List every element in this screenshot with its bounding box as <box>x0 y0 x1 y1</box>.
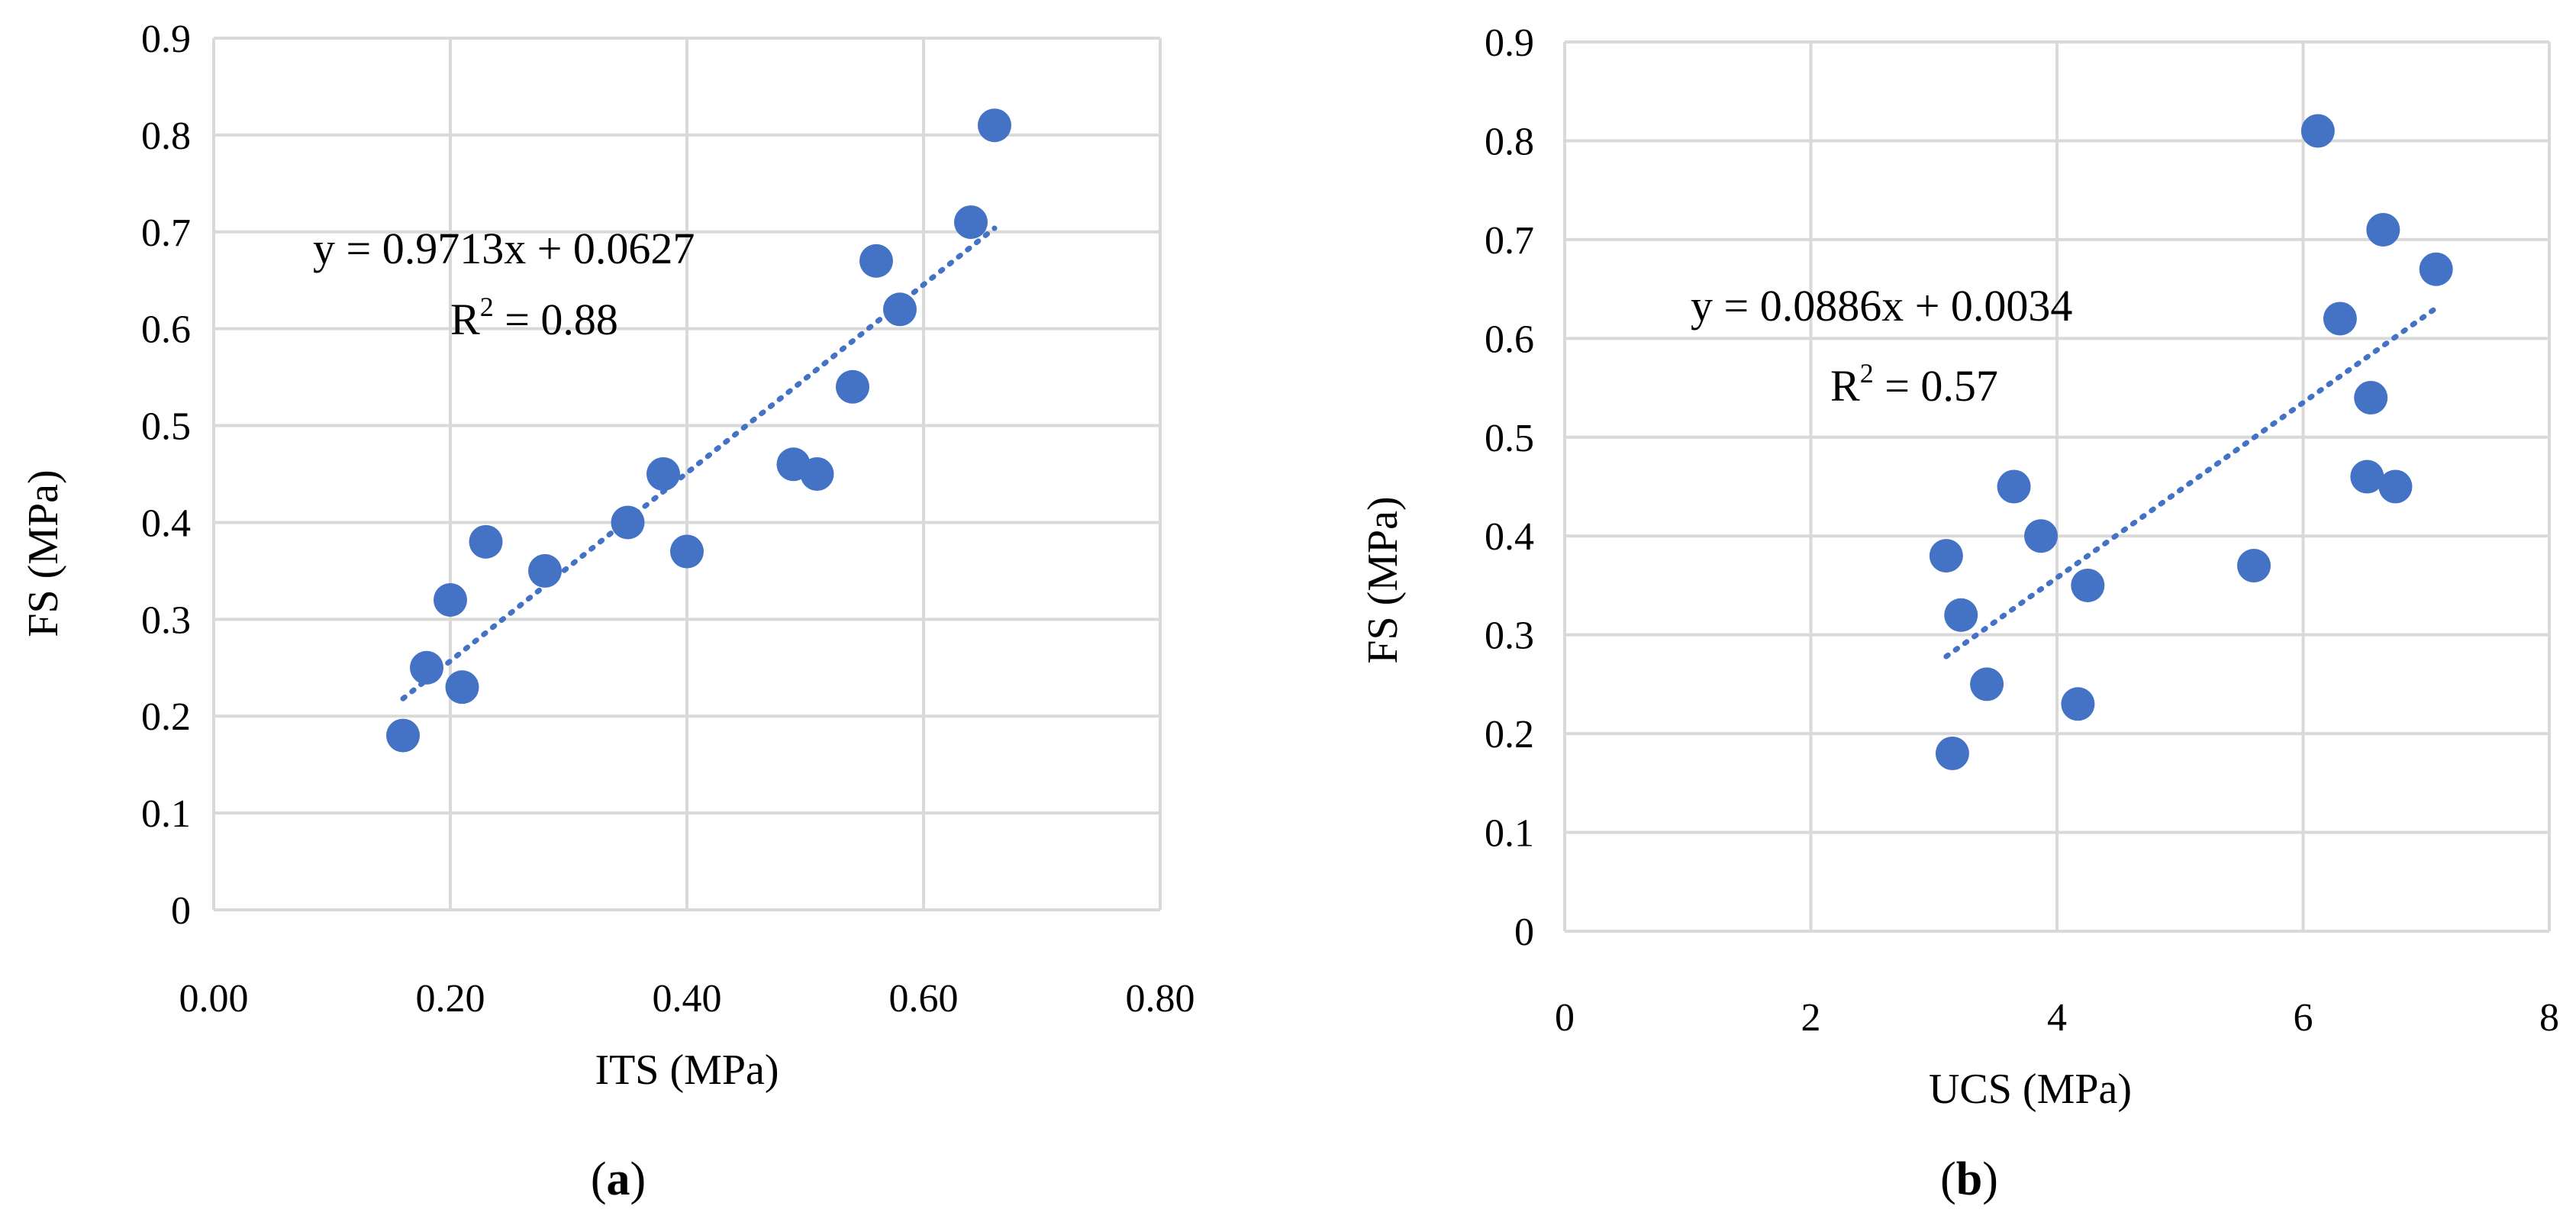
x-tick-label: 0.00 <box>179 977 249 1021</box>
data-point <box>2419 252 2453 286</box>
x-tick-label: 0.40 <box>653 977 722 1021</box>
data-point <box>434 582 467 617</box>
data-point <box>800 457 834 491</box>
data-point <box>670 534 704 569</box>
y-tick-label: 0 <box>1514 911 1534 954</box>
data-point <box>2378 469 2413 504</box>
y-tick-label: 0.1 <box>141 792 191 836</box>
x-tick-label: 0.80 <box>1126 977 1195 1021</box>
x-tick-label: 0.60 <box>889 977 959 1021</box>
trendline <box>1943 305 2439 659</box>
data-point <box>469 524 503 559</box>
data-point <box>836 369 869 404</box>
data-point <box>1929 539 1963 573</box>
y-axis-label: FS (MPa) <box>1359 496 1407 663</box>
grid <box>1563 40 2551 933</box>
y-tick-label: 0.9 <box>1485 21 1534 65</box>
data-point <box>611 505 645 540</box>
data-point <box>2237 549 2271 583</box>
r-squared-value: = 0.88 <box>494 295 618 344</box>
panel-caption-b-letter: b <box>1956 1153 1982 1205</box>
r-squared-label: R2 = 0.88 <box>450 292 618 344</box>
data-point <box>2024 519 2059 553</box>
y-tick-label: 0.2 <box>1485 713 1534 756</box>
data-point <box>883 292 917 327</box>
data-point <box>386 718 420 753</box>
data-point <box>2354 381 2388 414</box>
grid <box>212 37 1162 911</box>
data-point <box>2061 687 2095 721</box>
panel-caption-a: (a) <box>591 1153 646 1205</box>
trendline-equation: y = 0.9713x + 0.0627 <box>313 224 695 273</box>
panel-caption-a-letter: a <box>607 1153 630 1205</box>
y-tick-label: 0.2 <box>141 695 191 739</box>
x-axis-label: UCS (MPa) <box>1929 1066 2132 1113</box>
x-tick-label: 2 <box>1801 996 1821 1040</box>
data-point <box>2300 114 2335 148</box>
y-tick-labels: 0 0.1 0.2 0.3 0.4 0.5 0.6 0.7 0.8 0.9 <box>141 18 191 933</box>
r-squared-prefix: R <box>1830 361 1860 411</box>
data-point <box>1997 469 2031 504</box>
y-tick-label: 0.7 <box>141 211 191 255</box>
y-tick-labels: 0 0.1 0.2 0.3 0.4 0.5 0.6 0.7 0.8 0.9 <box>1485 21 1534 954</box>
y-tick-label: 0.6 <box>141 308 191 352</box>
trendline-group <box>1943 305 2439 659</box>
data-point <box>1935 737 1969 770</box>
data-point <box>978 108 1011 143</box>
points-group <box>1929 114 2453 770</box>
r-squared-prefix: R <box>450 295 480 344</box>
chart-panel-b: 0 0.1 0.2 0.3 0.4 0.5 0.6 0.7 0.8 0.9 0 2 4 6 8 UCS (… <box>1359 21 2559 1205</box>
data-point <box>646 457 680 491</box>
data-point <box>2071 568 2105 602</box>
data-point <box>410 650 443 685</box>
y-tick-label: 0.5 <box>141 405 191 449</box>
data-point <box>954 205 988 240</box>
y-tick-label: 0.8 <box>1485 120 1534 163</box>
r-squared-superscript: 2 <box>480 292 494 322</box>
panel-caption-b: (b) <box>1940 1153 1998 1205</box>
r-squared-label: R2 = 0.57 <box>1830 358 1998 411</box>
y-tick-label: 0.9 <box>141 18 191 61</box>
y-axis-label: FS (MPa) <box>20 469 67 637</box>
x-tick-label: 0.20 <box>416 977 485 1021</box>
r-squared-value: = 0.57 <box>1874 361 1998 411</box>
y-tick-label: 0.6 <box>1485 318 1534 361</box>
data-point <box>2366 212 2400 247</box>
y-tick-label: 0.1 <box>1485 812 1534 856</box>
data-point <box>1944 598 1978 632</box>
x-tick-labels: 0.00 0.20 0.40 0.60 0.80 <box>179 977 1195 1021</box>
x-tick-label: 6 <box>2294 996 2313 1040</box>
x-tick-label: 8 <box>2539 996 2559 1040</box>
x-tick-labels: 0 2 4 6 8 <box>1555 996 2559 1040</box>
data-point <box>528 553 562 588</box>
x-tick-label: 4 <box>2047 996 2067 1040</box>
trendline-equation: y = 0.0886x + 0.0034 <box>1691 281 2072 331</box>
r-squared-superscript: 2 <box>1860 358 1874 389</box>
y-tick-label: 0.8 <box>141 114 191 158</box>
data-point <box>2323 302 2357 336</box>
x-axis-label: ITS (MPa) <box>595 1046 779 1094</box>
y-tick-label: 0.4 <box>1485 515 1534 559</box>
y-tick-label: 0.3 <box>141 598 191 642</box>
data-point <box>445 670 479 705</box>
y-tick-label: 0.4 <box>141 501 191 545</box>
chart-panel-a: 0 0.1 0.2 0.3 0.4 0.5 0.6 0.7 0.8 0.9 0.00 0.20 0.4… <box>20 18 1195 1205</box>
y-tick-label: 0.3 <box>1485 614 1534 658</box>
y-tick-label: 0.5 <box>1485 417 1534 460</box>
x-tick-label: 0 <box>1555 996 1575 1040</box>
points-group <box>386 108 1011 753</box>
y-tick-label: 0 <box>171 889 191 933</box>
data-point <box>1970 667 2004 701</box>
data-point <box>2350 460 2384 494</box>
y-tick-label: 0.7 <box>1485 219 1534 263</box>
data-point <box>859 243 893 278</box>
